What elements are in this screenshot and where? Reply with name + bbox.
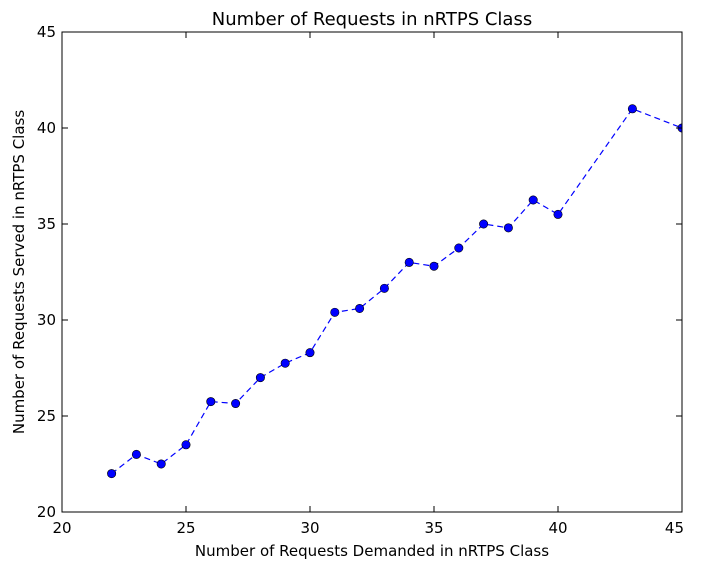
data-point	[553, 209, 563, 219]
data-point	[528, 195, 538, 205]
data-point	[429, 261, 439, 271]
data-point	[131, 449, 141, 459]
y-tick-label: 20	[37, 503, 56, 521]
data-point	[503, 223, 513, 233]
data-point	[454, 243, 464, 253]
y-tick-label: 35	[37, 215, 56, 233]
series-markers	[107, 104, 682, 479]
data-point	[627, 104, 637, 114]
data-point	[107, 469, 117, 479]
chart-title: Number of Requests in nRTPS Class	[212, 9, 532, 30]
x-axis-label: Number of Requests Demanded in nRTPS Cla…	[195, 542, 549, 560]
y-tick-label: 25	[37, 407, 56, 425]
y-axis-label: Number of Requests Served in nRTPS Class	[10, 110, 28, 435]
x-tick-label: 20	[52, 519, 71, 537]
data-point	[181, 440, 191, 450]
x-tick-label: 45	[665, 519, 684, 537]
data-point	[379, 283, 389, 293]
data-point	[479, 219, 489, 229]
ticks-layer: 20 25 30 35 40 45 20 25 30 35 40 45	[37, 23, 684, 537]
x-tick-label: 35	[424, 519, 443, 537]
data-point	[255, 373, 265, 383]
y-tick-label: 45	[37, 23, 56, 41]
data-point	[404, 257, 414, 267]
series-line	[111, 108, 683, 475]
data-point	[305, 348, 315, 358]
x-tick-label: 30	[300, 519, 319, 537]
plot-frame	[61, 31, 683, 513]
data-point	[355, 303, 365, 313]
data-point	[231, 399, 241, 409]
x-tick-label: 25	[176, 519, 195, 537]
data-point	[330, 307, 340, 317]
y-tick-label: 40	[37, 119, 56, 137]
data-point	[206, 397, 216, 407]
series-layer	[107, 104, 683, 479]
data-point	[280, 358, 290, 368]
x-tick-label: 40	[548, 519, 567, 537]
y-tick-label: 30	[37, 311, 56, 329]
data-point	[156, 459, 166, 469]
